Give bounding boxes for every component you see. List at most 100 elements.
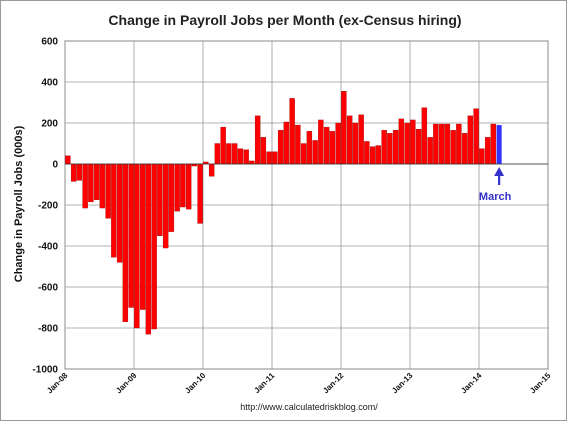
y-tick-label: -200 [38,201,58,212]
bar [220,126,226,165]
bar-highlight [496,125,502,164]
bar [289,98,295,165]
x-tick-label: Jan-11 [252,371,276,395]
bar [226,143,232,165]
bar [369,146,376,165]
x-tick-label: Jan-09 [114,371,139,396]
bar [375,145,382,165]
bar [254,115,261,165]
y-tick-label: -800 [38,324,58,335]
bar [122,163,129,323]
bar [392,130,399,165]
x-tick-label: Jan-14 [459,371,484,396]
x-tick-label: Jan-13 [390,371,415,396]
y-axis-label: Change in Payroll Jobs (000s) [13,125,25,282]
bar [162,163,169,249]
bar [300,143,307,165]
bar [358,114,364,165]
x-tick-label: Jan-15 [528,371,553,396]
bar [277,130,284,165]
bar [237,148,244,165]
bar [456,123,462,165]
bar [65,155,71,165]
bar [415,128,422,165]
bar [438,123,445,165]
bar [410,119,416,165]
bar [82,163,88,209]
bar [352,122,359,165]
bar [76,163,83,181]
bar [467,115,474,165]
bar [329,131,336,165]
bar [473,108,479,165]
bar [427,137,433,165]
y-tick-label: 0 [52,160,58,171]
y-tick-label: -600 [38,283,58,294]
y-axis-ticks: 600 400 200 0 -200 -400 -600 -800 -1000 [32,37,58,376]
bar [185,163,192,210]
bar [151,163,157,330]
x-tick-label: Jan-10 [183,371,208,396]
bar [88,163,94,203]
bar [99,163,106,209]
annotation-arrow-head [494,167,505,176]
bar [93,163,100,201]
bar [312,140,318,165]
bar [490,123,497,165]
y-tick-label: 600 [41,37,58,48]
bar [318,119,324,165]
bar [174,163,180,212]
bar [157,163,163,236]
bar [479,148,485,165]
bar [484,137,491,165]
bar [433,123,439,165]
bar [214,143,221,165]
y-tick-label: 200 [41,119,58,130]
bar [266,151,272,165]
bar [421,107,428,165]
bar [341,91,347,165]
bar [105,163,111,219]
bar [139,163,146,310]
bar [461,133,468,165]
y-tick-label: -400 [38,242,58,253]
bar [444,123,451,165]
bar [116,163,123,263]
chart-title: Change in Payroll Jobs per Month (ex-Cen… [108,12,461,28]
bar [398,118,405,165]
bar [364,141,370,165]
y-tick-label: -1000 [32,365,58,376]
y-tick-label: 400 [41,78,58,89]
bar [208,163,215,177]
bar [260,137,267,165]
bar [323,126,330,165]
x-axis-ticks: Jan-08 Jan-09 Jan-10 Jan-11 Jan-12 Jan-13 Jan-… [45,371,553,396]
bar [335,122,341,165]
annotation-label: March [479,191,512,203]
bar [249,160,255,165]
bar [70,163,77,182]
bar [134,163,140,329]
bar [168,163,175,232]
bar [450,130,456,165]
bar [145,163,152,335]
bar [197,163,203,224]
annotation-group: March [479,167,512,203]
bar [346,115,353,165]
bar [283,121,290,165]
bar [272,151,278,165]
source-url: http://www.calculatedriskblog.com/ [240,402,378,412]
grid-lines [64,40,549,370]
bar [295,124,301,165]
bar [387,133,393,165]
bar [180,163,186,208]
bar [306,131,313,165]
bar [111,163,117,258]
x-tick-label: Jan-12 [321,371,346,396]
bar [243,149,249,165]
bar [381,130,387,165]
bar [128,163,134,308]
bar [404,122,410,165]
